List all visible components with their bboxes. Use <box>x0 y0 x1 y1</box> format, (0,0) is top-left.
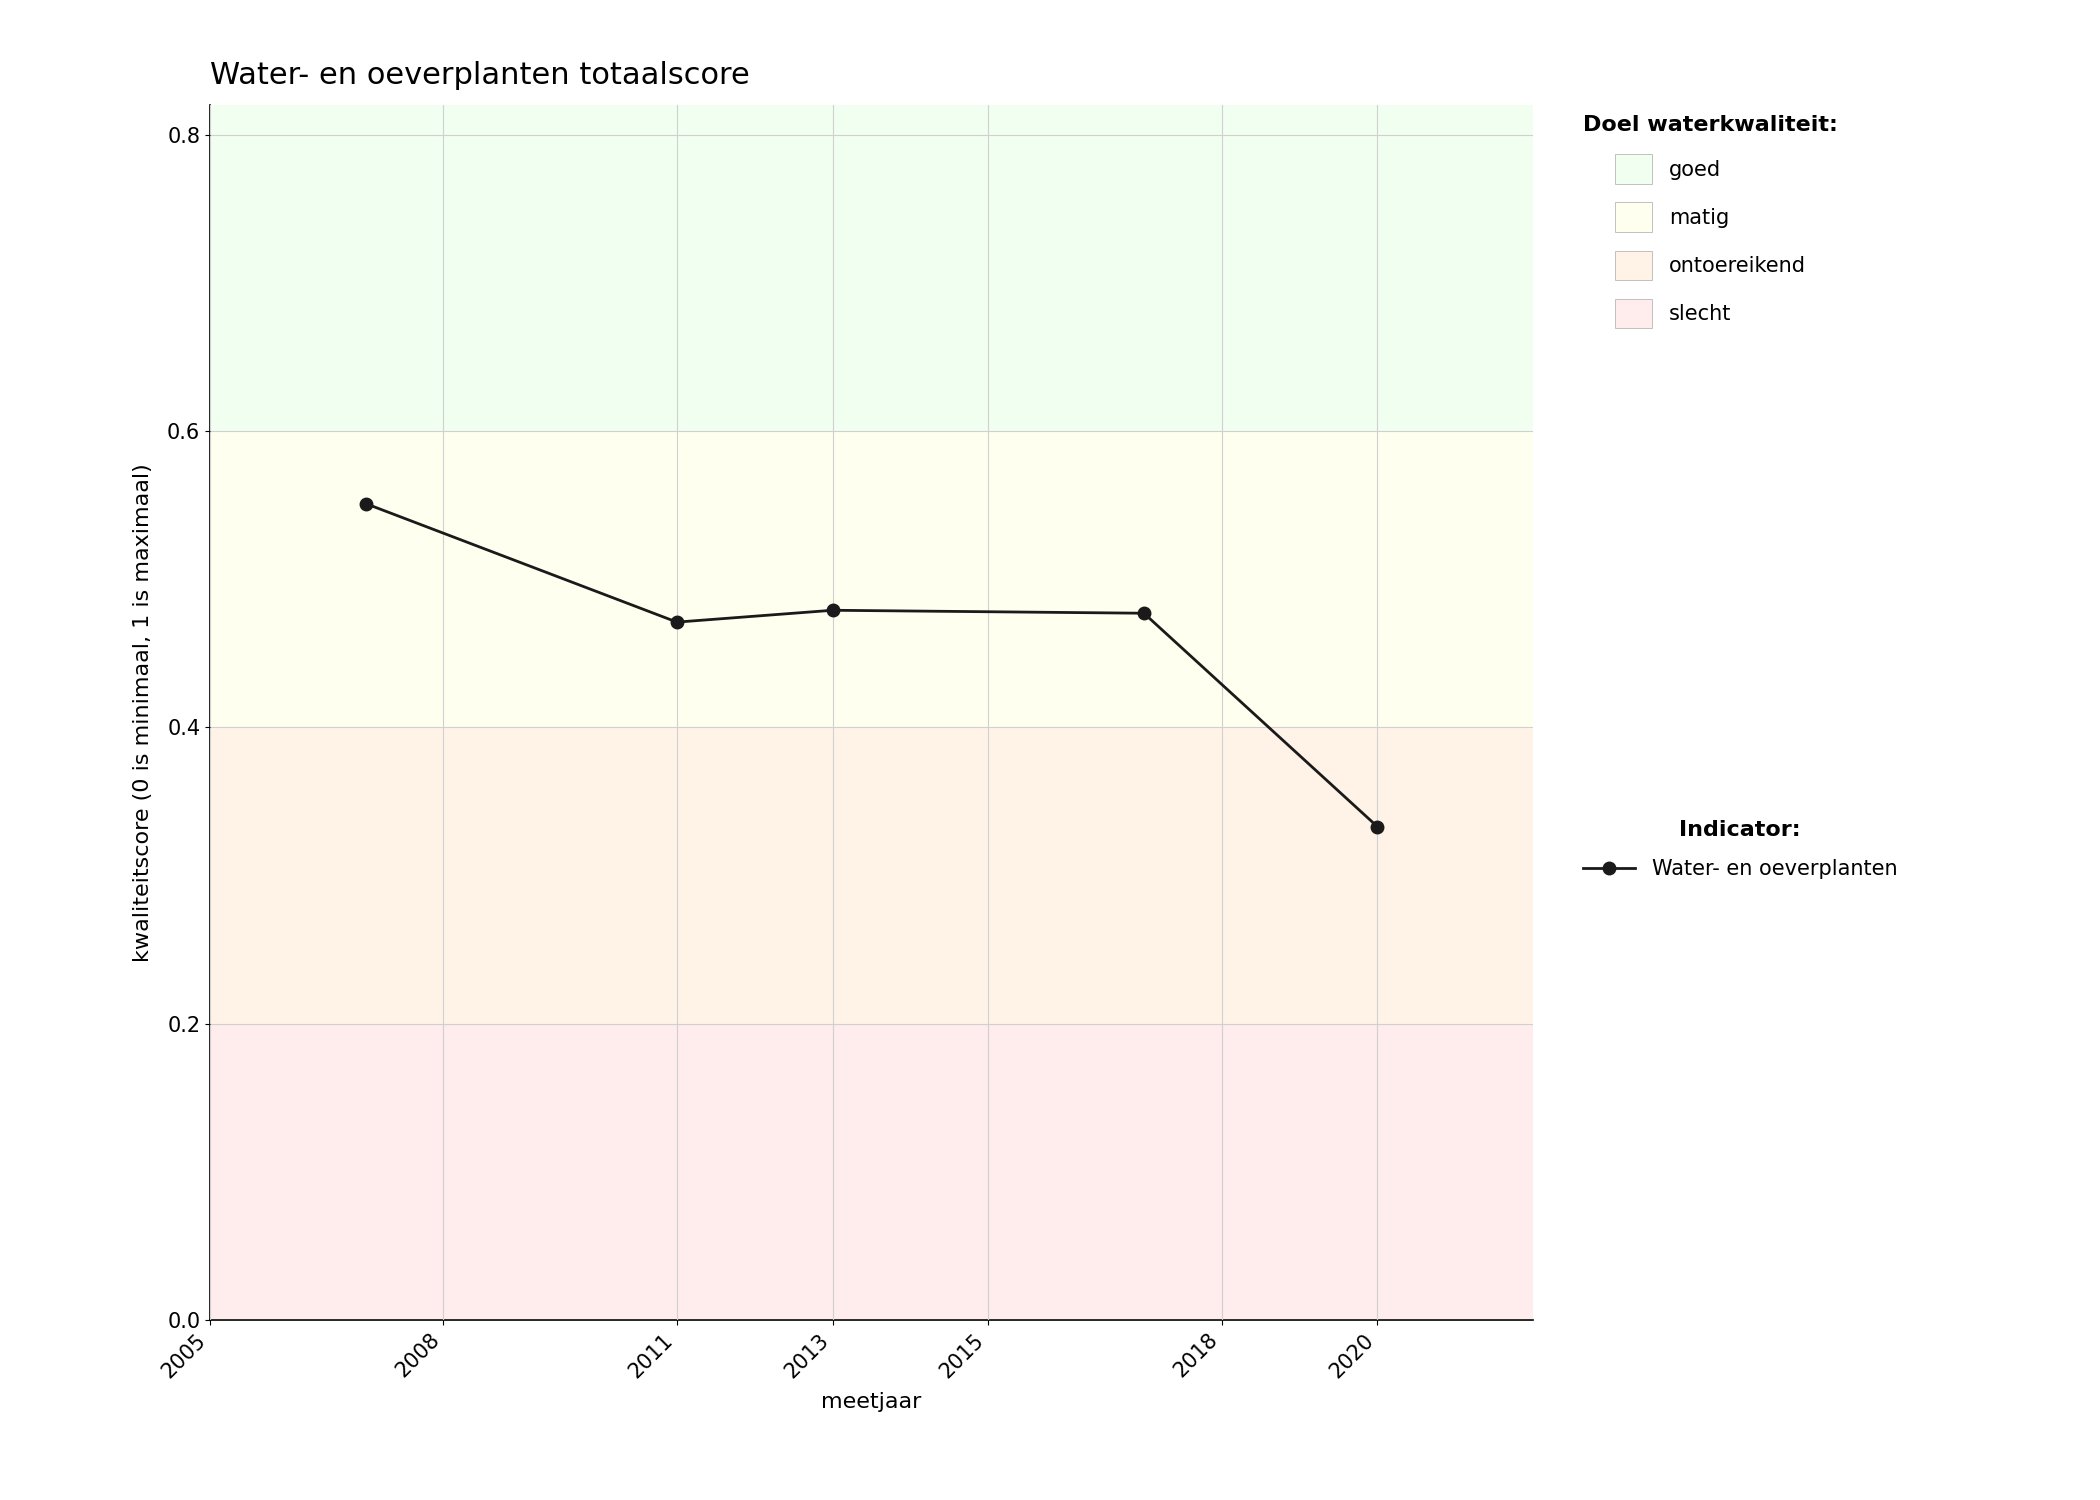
Bar <box>210 430 1533 728</box>
Bar <box>210 728 1533 1023</box>
Y-axis label: kwaliteitscore (0 is minimaal, 1 is maximaal): kwaliteitscore (0 is minimaal, 1 is maxi… <box>132 464 153 962</box>
Text: Water- en oeverplanten totaalscore: Water- en oeverplanten totaalscore <box>210 62 750 90</box>
X-axis label: meetjaar: meetjaar <box>821 1392 922 1413</box>
Legend: Water- en oeverplanten: Water- en oeverplanten <box>1583 821 1898 879</box>
Bar <box>210 105 1533 430</box>
Bar <box>210 1023 1533 1320</box>
